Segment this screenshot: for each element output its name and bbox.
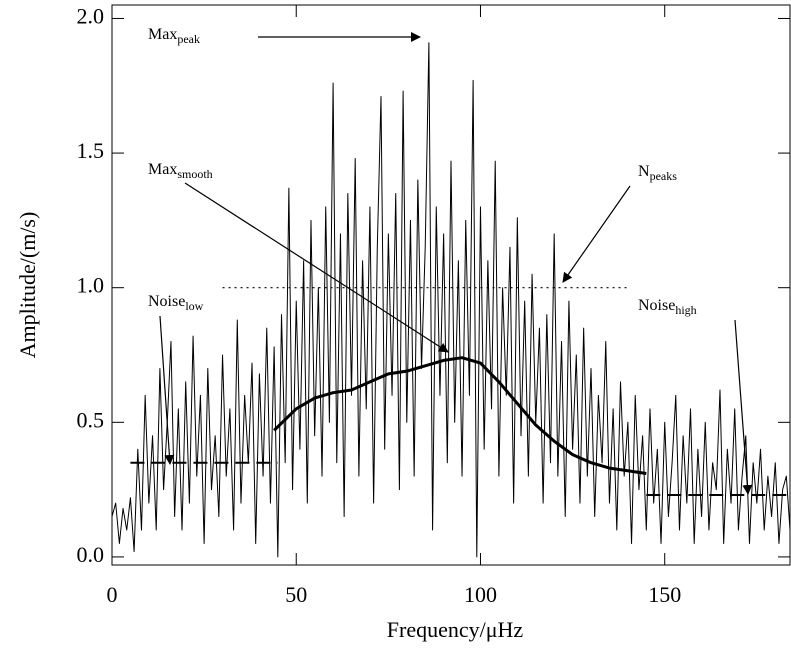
y-tick-label: 1.0 <box>77 273 105 298</box>
arrow <box>159 315 175 465</box>
annotation: Maxsmooth <box>148 161 213 181</box>
y-axis-title: Amplitude/(m/s) <box>15 212 40 359</box>
series-line <box>273 356 647 475</box>
x-tick-label: 50 <box>285 582 307 607</box>
plot-frame <box>111 4 791 566</box>
arrow <box>562 185 631 283</box>
annotation: Npeaks <box>638 163 677 183</box>
series-line <box>111 42 791 558</box>
annotation: Noisehigh <box>638 297 697 317</box>
y-tick-label: 2.0 <box>77 4 105 29</box>
x-tick-label: 0 <box>107 582 118 607</box>
y-tick-label: 0.0 <box>77 542 105 567</box>
arrow <box>184 182 449 353</box>
annotation: Maxpeak <box>148 26 200 46</box>
annotations: Maxpeak Maxsmooth Npeaks Noiselow Noiseh… <box>148 26 753 495</box>
x-tick-label: 100 <box>464 582 497 607</box>
arrow <box>734 319 753 495</box>
annotation: Noiselow <box>148 293 204 313</box>
x-axis-title: Frequency/μHz <box>387 617 524 642</box>
x-tick-label: 150 <box>648 582 681 607</box>
y-tick-label: 0.5 <box>77 407 105 432</box>
y-tick-label: 1.5 <box>77 138 105 163</box>
